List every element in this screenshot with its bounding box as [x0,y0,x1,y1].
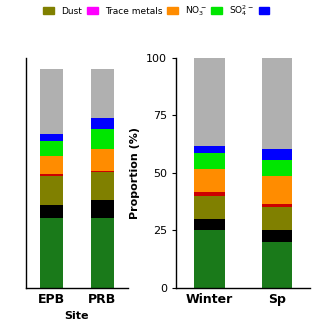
Y-axis label: Proportion (%): Proportion (%) [131,127,140,219]
Bar [91,218,114,288]
Bar [91,129,114,149]
Bar [91,118,114,129]
Bar [262,242,292,288]
Bar [91,172,114,200]
Bar [195,196,225,219]
Bar [40,176,63,204]
Bar [195,219,225,230]
Bar [40,156,63,174]
Bar [195,153,225,169]
Bar [262,148,292,160]
Bar [195,192,225,196]
Bar [262,58,292,148]
Bar [262,160,292,176]
Bar [262,207,292,230]
Bar [40,141,63,156]
Bar [40,174,63,176]
Bar [40,134,63,141]
Bar [195,230,225,288]
X-axis label: Site: Site [65,311,89,320]
Bar [40,204,63,218]
Bar [91,68,114,118]
Bar [195,146,225,153]
Bar [40,68,63,134]
Bar [91,200,114,218]
Bar [195,169,225,192]
Bar [262,204,292,207]
Bar [91,171,114,172]
Bar [262,176,292,204]
Bar [40,218,63,288]
Legend: Dust, Trace metals, NO$_3^-$, SO$_4^{2-}$, : Dust, Trace metals, NO$_3^-$, SO$_4^{2-}… [42,1,278,20]
Bar [195,58,225,146]
Bar [91,149,114,171]
Bar [262,230,292,242]
